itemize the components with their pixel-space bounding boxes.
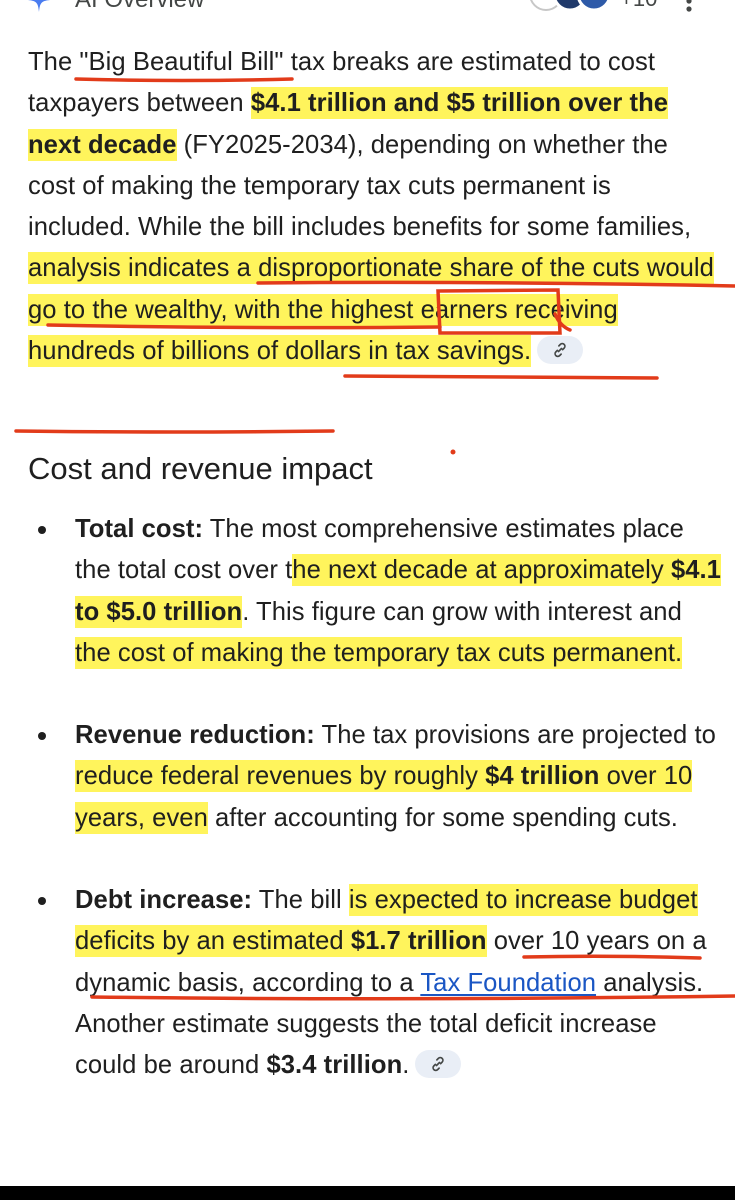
bullet-label: Revenue reduction: <box>75 721 315 750</box>
ai-overview-content: The "Big Beautiful Bill" tax breaks are … <box>28 42 721 1079</box>
bullet-label: Debt increase: <box>75 886 253 915</box>
source-thumbnails-icon[interactable] <box>528 0 612 12</box>
bullet-text: The bill <box>252 886 349 915</box>
bullet-text: over 10 years on a dynamic basis, accord… <box>75 927 707 997</box>
sources-count[interactable]: +10 <box>620 0 657 12</box>
intro-paragraph: The "Big Beautiful Bill" tax breaks are … <box>28 42 718 372</box>
bottom-bar <box>0 1186 735 1200</box>
underline-hundreds <box>343 374 659 380</box>
bullet-dot <box>38 526 46 534</box>
bullet-bold-value: $4 trillion <box>485 760 600 793</box>
bullet-dot <box>38 732 46 741</box>
bullet-text: after accounting for some spending cuts. <box>207 803 678 832</box>
wealthy-highlight: wealthy, <box>135 293 228 326</box>
link-icon <box>554 342 566 358</box>
list-item-debt-increase: Debt increase: The bill is expected to i… <box>28 880 718 1086</box>
bullet-bold-value: $1.7 trillion <box>350 925 487 958</box>
bullet-bold-value: $3.4 trillion <box>266 1051 403 1080</box>
bullet-highlight: reduce federal revenues by roughly <box>75 760 486 793</box>
gemini-spark-icon <box>28 0 50 12</box>
intro-text: (FY2025-2034), depending on whether the … <box>28 130 692 242</box>
tax-foundation-link[interactable]: Tax Foundation <box>420 968 597 997</box>
section-heading: Cost and revenue impact <box>28 451 373 486</box>
ai-overview-title: AI Overview <box>75 0 204 14</box>
list-item-total-cost: Total cost: The most comprehensive estim… <box>28 509 721 674</box>
bullet-text: . <box>402 1051 410 1080</box>
citation-link-button[interactable] <box>415 1050 462 1079</box>
bullet-label: Total cost: <box>75 515 204 543</box>
bullet-highlight: the cost of making the temporary tax cut… <box>75 636 683 669</box>
pen-dot <box>450 449 456 455</box>
more-options-icon[interactable] <box>684 0 694 12</box>
ai-overview-header: AI Overview +10 <box>0 0 735 16</box>
intro-text: tax breaks are estimated to cost taxpaye… <box>28 48 656 118</box>
list-item-revenue-reduction: Revenue reduction: The tax provisions ar… <box>28 715 718 839</box>
impact-list: Total cost: The most comprehensive estim… <box>28 509 721 1128</box>
bullet-dot <box>38 897 46 906</box>
underline-dollars <box>14 429 335 434</box>
bullet-text: . This figure can grow with interest and <box>242 597 682 626</box>
link-icon <box>432 1057 445 1072</box>
citation-link-button[interactable] <box>537 336 584 365</box>
intro-text: The <box>28 48 80 76</box>
bullet-text: The tax provisions are projected to <box>314 721 716 750</box>
bullet-text: analysis. Another estimate suggests the … <box>75 968 704 1080</box>
bill-name: "Big Beautiful Bill" <box>79 48 284 76</box>
bullet-text: The most comprehensive estimates place t… <box>75 515 684 585</box>
bullet-highlight: he next decade at approximately <box>292 554 671 587</box>
